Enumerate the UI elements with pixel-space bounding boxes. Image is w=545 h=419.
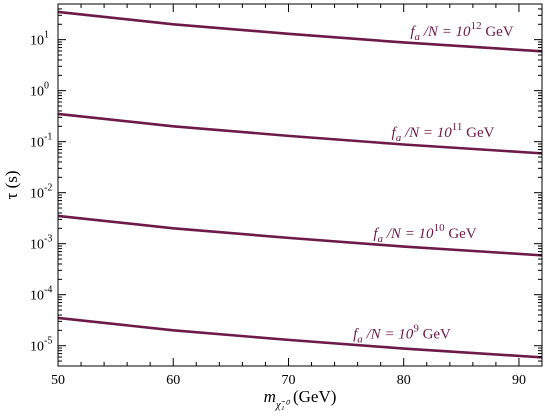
y-tick-mantissa: 10 bbox=[30, 34, 44, 49]
x-tick-label: 80 bbox=[397, 373, 411, 388]
annotation-symbol: f bbox=[373, 226, 379, 242]
x-tick-label: 70 bbox=[281, 373, 295, 388]
curve-annotation-0: fa /N = 1012 GeV bbox=[410, 20, 513, 43]
annotation-unit: GeV bbox=[462, 125, 494, 141]
y-tick-mantissa: 10 bbox=[30, 85, 44, 100]
y-tick-exponent: -3 bbox=[44, 234, 52, 245]
y-tick-exponent: -4 bbox=[44, 285, 52, 296]
annotation-symbol: f bbox=[353, 326, 359, 342]
x-axis-label: mχ̃₁⁰ (GeV) bbox=[264, 387, 337, 411]
y-tick-exponent: 1 bbox=[44, 30, 49, 41]
x-axis-symbol: m bbox=[264, 387, 276, 406]
annotation-exponent: 9 bbox=[413, 322, 419, 334]
x-tick-label: 90 bbox=[512, 373, 526, 388]
annotation-exponent: 11 bbox=[452, 121, 463, 133]
series-line-0 bbox=[57, 10, 543, 53]
y-tick-mantissa: 10 bbox=[30, 289, 44, 304]
annotation-exponent: 10 bbox=[434, 222, 446, 234]
tick-group bbox=[57, 3, 543, 367]
annotation-subscript: a bbox=[357, 333, 363, 345]
annotation-unit: GeV bbox=[482, 24, 514, 40]
y-tick-label: 101 bbox=[30, 30, 49, 49]
y-tick-label: 10-5 bbox=[30, 336, 52, 355]
y-tick-exponent: -2 bbox=[44, 183, 52, 194]
x-axis-subscript: χ̃₁⁰ bbox=[275, 399, 291, 411]
y-tick-mantissa: 10 bbox=[30, 187, 44, 202]
series-line-1 bbox=[57, 112, 543, 155]
annotation-ratio: /N = 10 bbox=[383, 226, 434, 242]
annotation-subscript: a bbox=[415, 31, 421, 43]
series-group bbox=[57, 10, 543, 359]
y-tick-exponent: -5 bbox=[44, 336, 52, 347]
x-tick-labels: 50 60 70 80 90 bbox=[51, 373, 526, 388]
annotation-subscript: a bbox=[396, 132, 402, 144]
y-tick-exponent: -1 bbox=[44, 132, 52, 143]
y-tick-label: 100 bbox=[30, 81, 49, 100]
annotation-ratio: /N = 10 bbox=[420, 24, 471, 40]
y-tick-label: 10-4 bbox=[30, 285, 52, 304]
series-line-3 bbox=[57, 316, 543, 359]
y-tick-label: 10-3 bbox=[30, 234, 52, 253]
y-tick-mantissa: 10 bbox=[30, 340, 44, 355]
annotation-unit: GeV bbox=[419, 326, 451, 342]
series-line-2 bbox=[57, 214, 543, 257]
x-tick-label: 50 bbox=[51, 373, 65, 388]
plot-frame bbox=[57, 3, 543, 367]
y-tick-label: 10-2 bbox=[30, 183, 52, 202]
annotation-ratio: /N = 10 bbox=[401, 125, 452, 141]
x-axis-unit: (GeV) bbox=[293, 387, 336, 406]
annotation-subscript: a bbox=[378, 233, 384, 245]
y-tick-exponent: 0 bbox=[44, 81, 49, 92]
annotation-exponent: 12 bbox=[471, 20, 482, 32]
y-tick-mantissa: 10 bbox=[30, 238, 44, 253]
annotation-symbol: f bbox=[392, 125, 398, 141]
curve-annotation-2: fa /N = 1010 GeV bbox=[373, 222, 476, 245]
y-tick-mantissa: 10 bbox=[30, 136, 44, 151]
x-tick-label: 60 bbox=[166, 373, 180, 388]
annotation-unit: GeV bbox=[445, 226, 477, 242]
y-tick-label: 10-1 bbox=[30, 132, 52, 151]
curve-annotation-3: fa /N = 109 GeV bbox=[353, 322, 451, 345]
curve-annotation-1: fa /N = 1011 GeV bbox=[392, 121, 495, 144]
annotation-symbol: f bbox=[410, 24, 416, 40]
annotation-ratio: /N = 10 bbox=[363, 326, 414, 342]
y-axis-label: τ (s) bbox=[2, 170, 21, 199]
